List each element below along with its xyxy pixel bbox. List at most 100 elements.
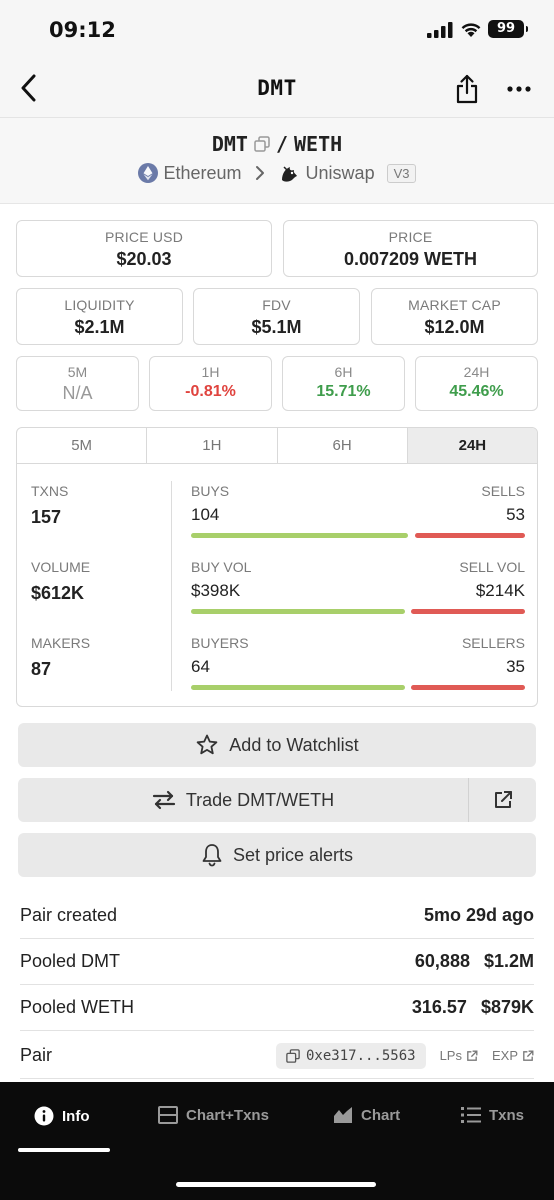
copy-icon[interactable] <box>254 136 270 152</box>
chevron-right-icon <box>255 166 264 180</box>
buy-portion <box>191 533 409 538</box>
split-layout-icon <box>158 1106 178 1124</box>
change-1h-box[interactable]: 1H -0.81% <box>149 356 272 411</box>
explorer-link-label: EXP <box>491 1048 518 1063</box>
change-6h-label: 6H <box>334 364 353 380</box>
quote-token: WETH <box>294 132 343 156</box>
txn-stats-panel: 5M 1H 6H 24H TXNS 157 VOLUME $612K MAKER… <box>16 427 538 707</box>
sells-value: 53 <box>506 505 525 524</box>
pair-created-value: 5mo 29d ago <box>423 905 534 925</box>
ethereum-icon <box>137 163 158 183</box>
buy-vol-portion <box>191 609 405 614</box>
nav-header: DMT <box>0 60 554 118</box>
external-link-icon <box>523 1050 534 1061</box>
share-button[interactable] <box>452 72 482 106</box>
pooled-base-amount: 60,888 <box>414 951 470 971</box>
pair-address-chip[interactable]: 0xe317...5563 <box>276 1042 426 1069</box>
area-chart-icon <box>334 1107 352 1123</box>
back-button[interactable] <box>14 72 42 104</box>
pair-separator: / <box>275 132 288 156</box>
volume-stat: VOLUME $612K <box>31 559 171 604</box>
change-5m-value: N/A <box>62 383 93 403</box>
watchlist-label: Add to Watchlist <box>229 734 359 755</box>
buyers-label: BUYERS <box>191 635 249 651</box>
more-horizontal-icon <box>507 86 531 92</box>
sellers-value: 35 <box>506 657 525 676</box>
pair-created-label: Pair created <box>20 905 118 925</box>
set-price-alerts-button[interactable]: Set price alerts <box>18 833 536 877</box>
change-1h-value: -0.81% <box>185 383 236 400</box>
buyers-sellers-bar <box>191 685 525 690</box>
open-external-trade-button[interactable] <box>468 778 536 822</box>
active-tab-indicator <box>18 1148 110 1152</box>
liquidity-value: $2.1M <box>74 317 125 337</box>
price-native-box: PRICE 0.007209 WETH <box>283 220 538 277</box>
market-cap-label: MARKET CAP <box>408 297 501 313</box>
more-options-button[interactable] <box>504 76 534 102</box>
buys-sells-bar <box>191 533 525 538</box>
dex-link[interactable]: Uniswap <box>305 162 375 183</box>
volume-value: $612K <box>31 583 85 603</box>
txns-value: 157 <box>31 507 62 527</box>
buyers-sellers-split: BUYERS SELLERS 64 35 <box>191 635 525 690</box>
tab-chart-txns-label: Chart+Txns <box>186 1106 269 1124</box>
info-icon <box>34 1106 54 1126</box>
column-divider <box>171 481 172 691</box>
external-link-icon <box>467 1050 478 1061</box>
tab-chart[interactable]: Chart <box>333 1106 400 1124</box>
pooled-quote-usd: $879K <box>480 997 534 1017</box>
add-to-watchlist-button[interactable]: Add to Watchlist <box>18 723 536 767</box>
liquidity-box: LIQUIDITY $2.1M <box>16 288 183 345</box>
txns-stat: TXNS 157 <box>31 483 171 528</box>
swap-arrows-icon <box>152 790 175 810</box>
version-badge: V3 <box>386 163 417 183</box>
uniswap-icon <box>281 166 297 182</box>
fdv-box: FDV $5.1M <box>193 288 360 345</box>
explorer-link[interactable]: EXP <box>492 1048 534 1063</box>
pooled-base-label: Pooled DMT <box>20 951 121 971</box>
change-6h-value: 15.71% <box>316 383 371 400</box>
tab-24h[interactable]: 24H <box>407 428 537 463</box>
base-token: DMT <box>211 132 248 156</box>
trade-button[interactable]: Trade DMT/WETH <box>18 778 468 822</box>
star-icon <box>196 734 218 755</box>
tab-txns-label: Txns <box>489 1106 525 1124</box>
share-icon <box>456 74 478 104</box>
sell-vol-value: $214K <box>475 581 525 600</box>
sell-portion <box>414 533 525 538</box>
makers-label: MAKERS <box>31 635 91 651</box>
timeframe-tabs: 5M 1H 6H 24H <box>17 428 537 464</box>
status-bar: 09:12 99 <box>0 0 554 60</box>
change-6h-box[interactable]: 6H 15.71% <box>282 356 405 411</box>
market-cap-box: MARKET CAP $12.0M <box>371 288 538 345</box>
tab-1h[interactable]: 1H <box>147 428 278 463</box>
sells-label: SELLS <box>481 483 525 499</box>
tab-5m[interactable]: 5M <box>17 428 148 463</box>
sell-vol-portion <box>411 609 525 614</box>
buy-vol-label: BUY VOL <box>191 559 252 575</box>
buyers-value: 64 <box>191 657 210 676</box>
makers-value: 87 <box>31 659 52 679</box>
pooled-base-usd: $1.2M <box>483 951 534 971</box>
bottom-tab-bar: Info Chart+Txns Chart Txns <box>0 1082 554 1200</box>
market-cap-value: $12.0M <box>424 317 485 337</box>
pooled-quote-row: Pooled WETH 316.57 $879K <box>20 985 534 1031</box>
change-5m-box[interactable]: 5M N/A <box>16 356 139 411</box>
tab-txns[interactable]: Txns <box>461 1106 524 1124</box>
tab-chart-txns[interactable]: Chart+Txns <box>158 1106 269 1124</box>
buys-sells-split: BUYS SELLS 104 53 <box>191 483 525 538</box>
price-native-value: 0.007209 WETH <box>343 249 478 269</box>
lps-link[interactable]: LPs <box>440 1048 478 1063</box>
change-24h-box[interactable]: 24H 45.46% <box>415 356 538 411</box>
tab-chart-label: Chart <box>361 1106 401 1124</box>
chain-link[interactable]: Ethereum <box>163 162 242 183</box>
tab-6h[interactable]: 6H <box>278 428 408 463</box>
pair-address-label: Pair <box>20 1045 53 1065</box>
chevron-left-icon <box>21 74 36 102</box>
trade-label: Trade DMT/WETH <box>185 789 335 810</box>
fdv-value: $5.1M <box>251 317 302 337</box>
fdv-label: FDV <box>262 297 291 313</box>
tab-info[interactable]: Info <box>34 1106 90 1126</box>
alerts-label: Set price alerts <box>232 844 354 865</box>
home-indicator <box>176 1182 376 1187</box>
